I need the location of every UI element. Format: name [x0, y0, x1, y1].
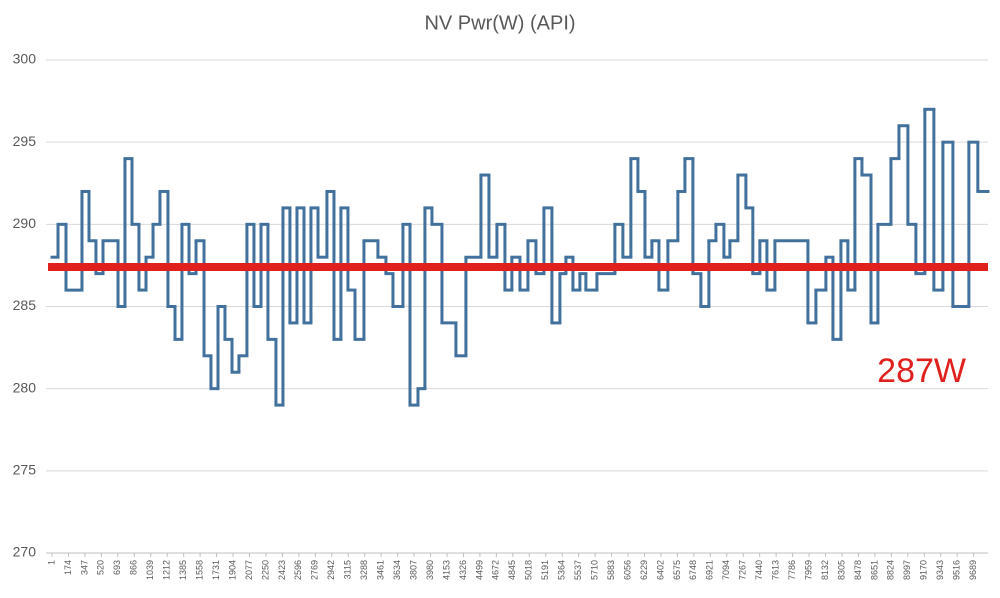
x-tick-label: 174	[63, 560, 73, 575]
x-tick-label: 3980	[425, 560, 435, 580]
x-tick-label: 4845	[507, 560, 517, 580]
y-tick-label: 285	[13, 297, 37, 313]
chart-title: NV Pwr(W) (API)	[424, 12, 575, 34]
x-tick-label: 2942	[326, 560, 336, 580]
x-tick-label: 8997	[902, 560, 912, 580]
x-tick-label: 6229	[639, 560, 649, 580]
x-tick-label: 1385	[178, 560, 188, 580]
average-label: 287W	[877, 352, 966, 390]
x-tick-label: 6056	[622, 560, 632, 580]
x-tick-label: 6921	[705, 560, 715, 580]
x-tick-label: 3115	[343, 560, 353, 579]
x-tick-label: 2596	[293, 560, 303, 580]
x-tick-label: 1212	[162, 560, 172, 580]
x-tick-label: 3288	[359, 560, 369, 580]
x-tick-label: 4326	[458, 560, 468, 580]
x-tick-label: 4672	[491, 560, 501, 580]
x-tick-label: 9170	[919, 560, 929, 580]
x-tick-label: 9689	[968, 560, 978, 580]
x-tick-label: 1039	[145, 560, 155, 580]
x-tick-label: 8132	[820, 560, 830, 580]
x-tick-label: 6575	[672, 560, 682, 580]
x-tick-label: 1904	[227, 560, 237, 580]
x-tick-label: 5710	[589, 560, 599, 580]
y-tick-label: 270	[13, 544, 37, 560]
x-tick-label: 5883	[606, 560, 616, 580]
x-tick-label: 2250	[260, 560, 270, 580]
x-tick-label: 2769	[310, 560, 320, 580]
x-tick-label: 6402	[655, 560, 665, 580]
x-tick-label: 7959	[803, 560, 813, 580]
x-tick-label: 3807	[408, 560, 418, 580]
y-tick-label: 280	[13, 379, 37, 395]
y-tick-label: 275	[13, 462, 37, 478]
x-tick-label: 7267	[738, 560, 748, 580]
y-tick-label: 295	[13, 133, 37, 149]
x-tick-label: 7613	[771, 560, 781, 580]
x-tick-label: 1731	[211, 560, 221, 580]
x-tick-label: 4499	[474, 560, 484, 580]
x-tick-label: 1	[46, 560, 56, 565]
x-tick-label: 520	[96, 560, 106, 575]
x-tick-label: 3461	[376, 560, 386, 580]
x-tick-label: 866	[129, 560, 139, 575]
x-tick-label: 7786	[787, 560, 797, 580]
x-tick-label: 5018	[524, 560, 534, 580]
x-tick-label: 693	[112, 560, 122, 575]
x-tick-label: 6748	[688, 560, 698, 580]
y-tick-label: 300	[13, 51, 37, 67]
x-tick-label: 7440	[754, 560, 764, 580]
x-tick-label: 4153	[441, 560, 451, 580]
x-tick-label: 8824	[886, 560, 896, 580]
x-tick-label: 5537	[573, 560, 583, 580]
x-tick-label: 347	[79, 560, 89, 575]
x-tick-label: 2077	[244, 560, 254, 580]
x-tick-label: 9343	[935, 560, 945, 580]
y-tick-label: 290	[13, 215, 37, 231]
x-tick-label: 8651	[869, 560, 879, 580]
x-tick-label: 5364	[557, 560, 567, 580]
x-tick-label: 1558	[194, 560, 204, 580]
x-tick-label: 8478	[853, 560, 863, 580]
x-tick-label: 5191	[540, 560, 550, 580]
x-tick-label: 3634	[392, 560, 402, 580]
x-tick-label: 7094	[721, 560, 731, 580]
x-tick-label: 2423	[277, 560, 287, 580]
x-tick-label: 8305	[836, 560, 846, 580]
x-tick-label: 9516	[952, 560, 962, 580]
